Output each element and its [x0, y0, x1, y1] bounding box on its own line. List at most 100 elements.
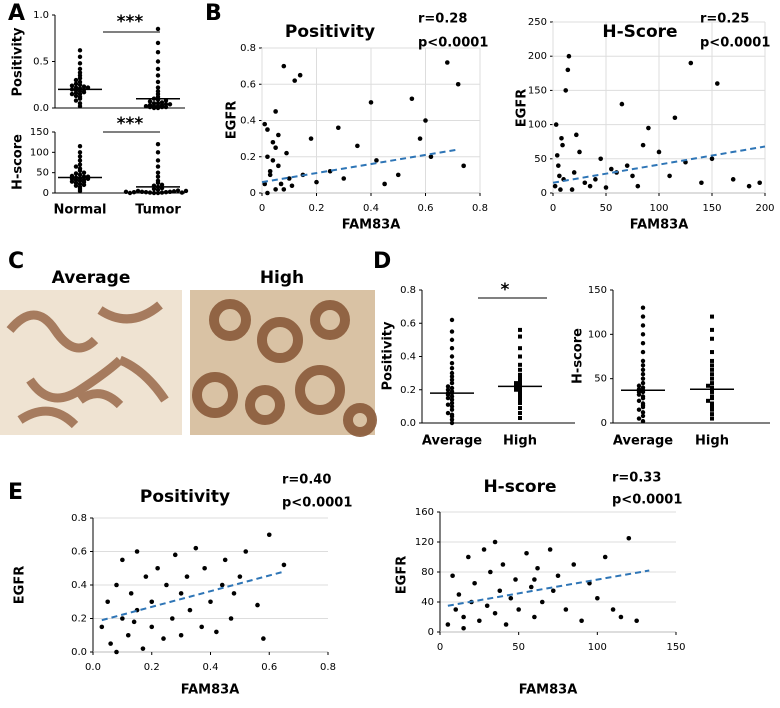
- point: [445, 402, 451, 407]
- point: [170, 616, 175, 621]
- point: [231, 591, 237, 596]
- point: [228, 616, 234, 621]
- point: [449, 317, 455, 323]
- point: [518, 354, 522, 359]
- point: [610, 607, 616, 612]
- point: [308, 136, 314, 141]
- point: [556, 163, 561, 168]
- point: [503, 622, 509, 627]
- x-tick-label: Normal: [54, 203, 107, 218]
- point: [77, 154, 83, 159]
- x-tick-label: 150: [702, 203, 721, 214]
- point: [161, 636, 166, 641]
- y-axis-label: Positivity: [381, 321, 396, 390]
- point: [147, 99, 153, 104]
- point: [710, 363, 714, 368]
- point: [243, 549, 249, 554]
- point: [636, 407, 642, 412]
- point: [449, 380, 455, 386]
- point: [550, 588, 556, 594]
- point: [449, 394, 455, 399]
- y-tick-label: 0.4: [400, 352, 416, 363]
- point: [374, 158, 379, 163]
- point: [179, 190, 185, 195]
- y-tick-label: 0.6: [240, 79, 256, 90]
- point: [461, 163, 466, 169]
- point: [77, 61, 83, 66]
- point: [151, 190, 157, 196]
- point: [508, 595, 514, 601]
- point: [514, 381, 518, 386]
- y-tick-label: 0.0: [400, 418, 416, 429]
- point: [710, 314, 714, 319]
- y-axis-label: H-score: [11, 134, 26, 190]
- point: [155, 26, 161, 32]
- point: [171, 189, 177, 194]
- point: [336, 125, 341, 131]
- x-tick-label: 0.8: [472, 203, 488, 214]
- point: [518, 416, 522, 421]
- y-tick-label: 0.4: [71, 580, 87, 591]
- x-tick-label: 0: [437, 642, 443, 653]
- point: [539, 599, 545, 605]
- point: [640, 314, 646, 319]
- point: [143, 574, 149, 579]
- point: [175, 188, 181, 193]
- point: [163, 98, 169, 103]
- point: [624, 163, 630, 168]
- point: [635, 183, 641, 189]
- y-tick-label: 120: [415, 537, 434, 548]
- point: [69, 91, 75, 97]
- point: [73, 81, 79, 87]
- point: [77, 181, 83, 187]
- r-value: r=0.33: [612, 471, 661, 486]
- point: [289, 183, 295, 189]
- point: [640, 413, 646, 419]
- panel-letter: D: [373, 249, 391, 274]
- point: [270, 158, 276, 163]
- x-tick-label: 0.0: [85, 662, 101, 673]
- point: [710, 367, 714, 372]
- point: [563, 88, 569, 93]
- point: [445, 410, 451, 416]
- point: [178, 632, 184, 638]
- point: [77, 150, 83, 155]
- point: [710, 407, 714, 412]
- point: [513, 577, 518, 582]
- panel-letter: A: [8, 1, 25, 26]
- point: [163, 189, 169, 195]
- x-tick-label: 50: [600, 203, 613, 214]
- point: [147, 190, 153, 195]
- point: [77, 54, 83, 60]
- point: [73, 77, 79, 83]
- point: [273, 145, 278, 150]
- point: [571, 562, 577, 567]
- point: [81, 84, 87, 89]
- point: [286, 176, 292, 181]
- point: [554, 153, 560, 158]
- x-tick-label: 50: [512, 642, 525, 653]
- y-tick-label: 0.8: [400, 285, 416, 296]
- point: [445, 387, 451, 392]
- histology-panel: C Average High: [0, 249, 377, 437]
- point: [155, 150, 161, 155]
- point: [710, 416, 714, 421]
- point: [449, 345, 455, 351]
- significance: ***: [117, 12, 144, 32]
- point: [135, 188, 141, 194]
- point: [552, 183, 558, 189]
- point: [461, 614, 466, 620]
- point: [569, 187, 575, 192]
- point: [159, 190, 165, 195]
- point: [532, 614, 537, 620]
- y-tick-label: 200: [528, 51, 547, 62]
- point: [187, 607, 193, 613]
- point: [453, 607, 459, 612]
- point: [497, 588, 503, 594]
- point: [518, 411, 522, 416]
- point: [155, 190, 161, 196]
- trend-line: [261, 148, 459, 184]
- point: [547, 547, 553, 552]
- point: [636, 398, 642, 404]
- point: [710, 381, 714, 386]
